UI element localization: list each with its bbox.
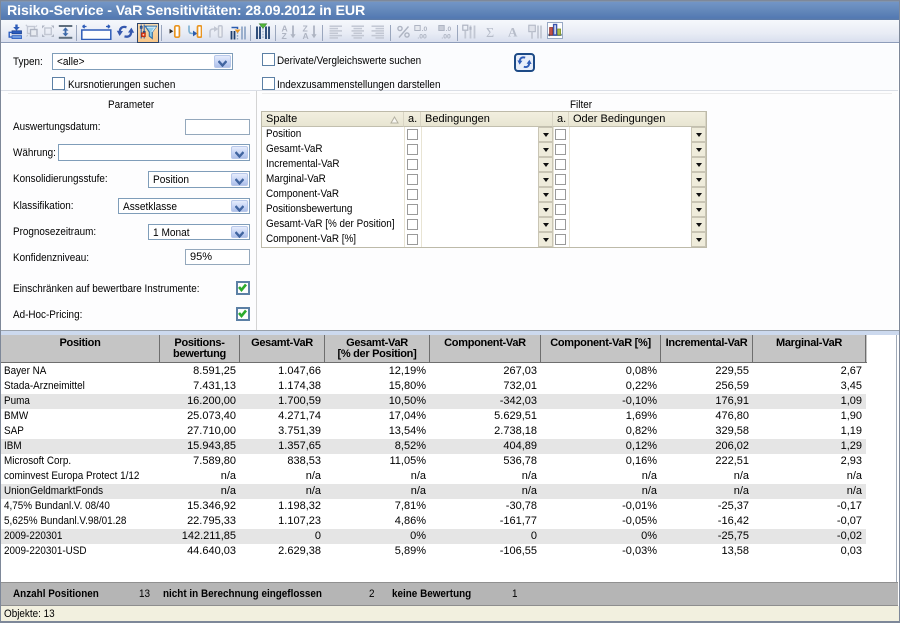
svg-text:.0: .0 <box>422 26 428 33</box>
svg-text:Σ: Σ <box>486 26 494 40</box>
svg-text:A: A <box>282 24 288 34</box>
svg-text:.00: .00 <box>417 34 427 40</box>
svg-text:.00: .00 <box>441 34 451 40</box>
svg-text:A: A <box>303 31 309 40</box>
svg-text:Z: Z <box>303 24 308 34</box>
svg-text:A: A <box>508 25 518 40</box>
svg-text:Z: Z <box>282 31 287 40</box>
svg-text:.0: .0 <box>446 26 452 33</box>
